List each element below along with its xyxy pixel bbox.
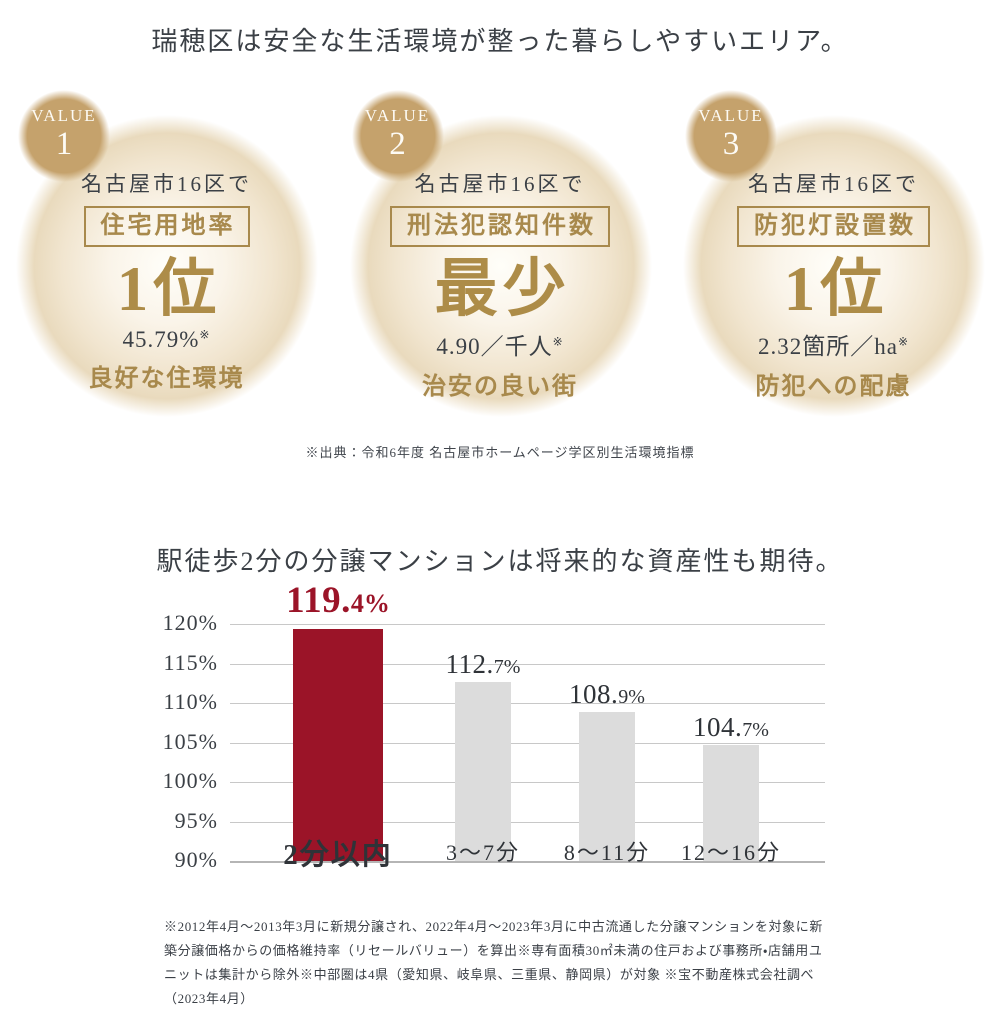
y-axis-label-95: 95% (174, 807, 218, 833)
badge-word: VALUE (698, 106, 764, 125)
bar-value-label-3〜7分: 112.7% (446, 649, 521, 680)
x-axis-label-2分以内: 2分以内 (283, 839, 393, 871)
value-int-part: 119. (286, 579, 351, 621)
y-axis-label-100: 100% (162, 768, 218, 793)
stat-text: 4.90／千人※ (436, 327, 563, 361)
value-int-part: 108. (569, 678, 619, 709)
rank-text: 1位 (783, 254, 889, 324)
tagline-text: 防犯への配慮 (755, 374, 912, 400)
y-axis-label-105: 105% (162, 728, 218, 754)
bar-value-label-8〜11分: 108.9% (569, 679, 645, 710)
gridline-120 (230, 624, 825, 625)
metric-box: 刑法犯認知件数 (390, 206, 610, 247)
x-axis-label-8〜11分: 8〜11分 (563, 840, 651, 865)
stat-value: 45.79% (122, 327, 200, 352)
source-note: ※出典：令和6年度 名古屋市ホームページ学区別生活環境指標 (305, 445, 695, 460)
stat-value: 2.32箇所／ha (757, 334, 898, 359)
value-decimal-part: 7% (493, 655, 521, 678)
value-2-badge: VALUE 2 (351, 90, 444, 182)
y-axis-label-110: 110% (163, 689, 218, 714)
bar-12〜16分 (703, 744, 759, 861)
badge-word: VALUE (364, 106, 431, 125)
metric-box: 住宅用地率 (83, 206, 250, 247)
y-axis-label-115: 115% (163, 649, 218, 675)
value-card-2: VALUE 2 名古屋市16区で 刑法犯認知件数 最少 4.90／千人※ 治安の… (334, 90, 667, 420)
y-axis-label-120: 120% (162, 610, 218, 635)
x-axis-label-3〜7分: 3〜7分 (445, 840, 521, 865)
rank-text: 最少 (434, 254, 571, 324)
bar-value-label-12〜16分: 104.7% (693, 712, 769, 743)
gridline-110 (230, 703, 825, 704)
value-1-content: 名古屋市16区で 住宅用地率 1位 45.79%※ 良好な住環境 (0, 90, 333, 420)
value-decimal-part: 9% (618, 685, 645, 708)
chart-footnote: ※2012年4月～2013年3月に新規分譲され、2022年4月～2023年3月に… (164, 919, 823, 1006)
badge-number: 1 (55, 126, 73, 162)
bar-8〜11分 (579, 711, 635, 861)
bar-chart-plot: 119.4% 112.7% 108.9% 104.7% (230, 580, 825, 863)
stat-text: 45.79%※ (123, 327, 211, 353)
gridline-115 (230, 663, 825, 665)
region-label: 名古屋市16区で (414, 172, 586, 196)
gridline-105 (230, 742, 825, 744)
value-2-content: 名古屋市16区で 刑法犯認知件数 最少 4.90／千人※ 治安の良い街 (334, 90, 667, 420)
y-axis-label-90: 90% (174, 847, 218, 872)
value-decimal-part: 7% (742, 718, 769, 741)
value-circles-row: VALUE 1 名古屋市16区で 住宅用地率 1位 45.79%※ 良好な住環境… (0, 90, 1000, 420)
gridline-100 (230, 782, 825, 783)
value-3-badge: VALUE 3 (685, 90, 777, 182)
bar-value-label-2分以内: 119.4% (286, 579, 390, 622)
bar-3〜7分 (455, 681, 511, 861)
resale-value-bar-chart: 119.4% 112.7% 108.9% 104.7% 90% 95% 100% 105% 1… (0, 580, 1000, 907)
value-card-1: VALUE 1 名古屋市16区で 住宅用地率 1位 45.79%※ 良好な住環境 (0, 90, 333, 420)
stat-note-mark: ※ (199, 327, 211, 342)
rank-text: 1位 (116, 254, 222, 324)
gridline-90 (230, 861, 825, 863)
page: { "page": { "heading1": "瑞穂区は安全な生活環境が整った… (0, 22, 1000, 1019)
page-title: 瑞穂区は安全な生活環境が整った暮らしやすいエリア。 (151, 27, 849, 56)
stat-value: 4.90／千人 (436, 334, 553, 359)
metric-box: 防犯灯設置数 (737, 206, 930, 247)
stat-text: 2.32箇所／ha※ (758, 327, 909, 361)
value-3-content: 名古屋市16区で 防犯灯設置数 1位 2.32箇所／ha※ 防犯への配慮 (667, 90, 1000, 420)
x-axis-label-12〜16分: 12〜16分 (680, 840, 782, 865)
value-1-badge: VALUE 1 (18, 90, 110, 182)
value-int-part: 104. (693, 711, 743, 742)
badge-word: VALUE (31, 106, 97, 125)
badge-number: 3 (722, 126, 740, 162)
badge-number: 2 (389, 126, 406, 162)
gridline-95 (230, 821, 825, 823)
stat-note-mark: ※ (897, 334, 910, 349)
tagline-text: 治安の良い街 (422, 374, 578, 400)
value-decimal-part: 4% (350, 588, 390, 618)
stat-note-mark: ※ (552, 334, 564, 349)
value-card-3: VALUE 3 名古屋市16区で 防犯灯設置数 1位 2.32箇所／ha※ 防犯… (667, 90, 1000, 420)
region-label: 名古屋市16区で (748, 172, 919, 196)
chart-title: 駅徒歩2分の分譲マンションは将来的な資産性も期待。 (156, 547, 844, 576)
region-label: 名古屋市16区で (81, 172, 252, 196)
value-int-part: 112. (445, 648, 494, 679)
bar-2分以内 (293, 628, 383, 861)
tagline-text: 良好な住環境 (88, 366, 245, 392)
